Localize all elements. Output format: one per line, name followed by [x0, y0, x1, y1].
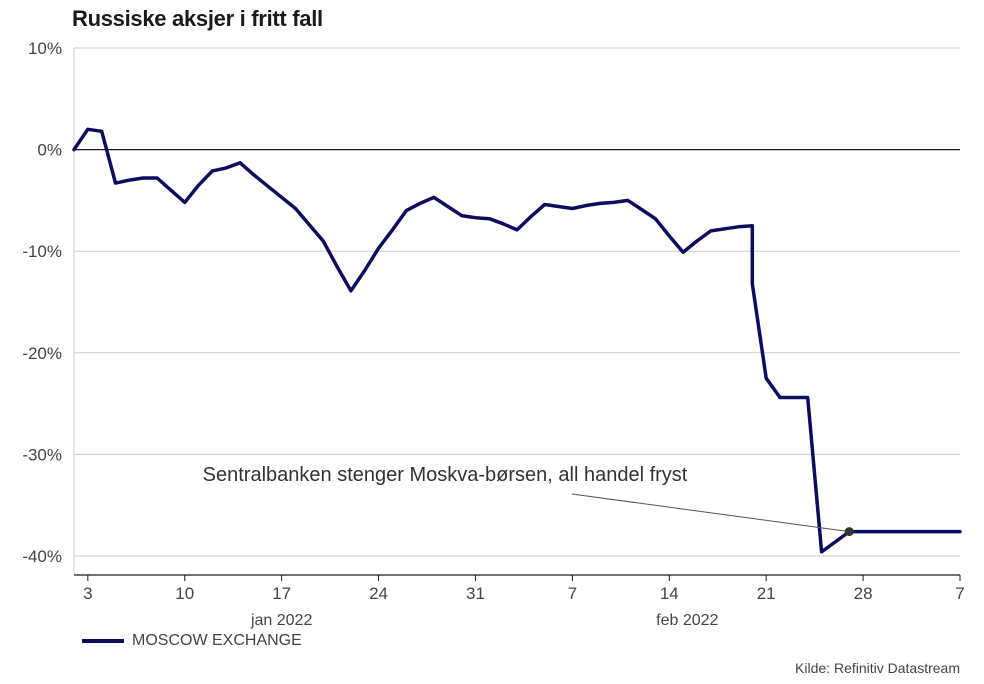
legend: MOSCOW EXCHANGE	[82, 632, 302, 650]
y-tick-label: -20%	[22, 344, 62, 363]
x-tick-label: 28	[854, 584, 873, 603]
x-tick-label: 21	[757, 584, 776, 603]
series-line	[72, 127, 962, 554]
x-tick-label: 7	[568, 584, 577, 603]
y-tick-label: 10%	[28, 39, 62, 58]
annotation-leader	[571, 493, 850, 533]
annotation-group: Sentralbanken stenger Moskva-børsen, all…	[203, 464, 854, 537]
chart-title: Russiske aksjer i fritt fall	[72, 6, 323, 31]
x-axis: 3 10 17 24 31 7 14 21 28 7 jan 2022 feb 2022	[74, 574, 965, 629]
y-tick-label: 0%	[37, 141, 62, 160]
legend-label: MOSCOW EXCHANGE	[132, 632, 302, 649]
x-tick-label: 10	[175, 584, 194, 603]
x-tick-label: 17	[272, 584, 291, 603]
x-tick-label: 14	[660, 584, 679, 603]
month-label: jan 2022	[250, 612, 312, 629]
month-label: feb 2022	[656, 612, 718, 629]
series-group	[72, 127, 962, 554]
y-axis-ticks: 10% 0% -10% -20% -30% -40%	[22, 39, 62, 566]
source-note: Kilde: Refinitiv Datastream	[795, 660, 960, 676]
grid-lines	[73, 47, 960, 575]
legend-swatch	[82, 639, 124, 643]
annotation-point	[844, 527, 854, 537]
y-tick-label: -10%	[22, 242, 62, 261]
annotation-text: Sentralbanken stenger Moskva-børsen, all…	[203, 464, 688, 486]
x-tick-label: 7	[955, 584, 964, 603]
x-tick-label: 31	[466, 584, 485, 603]
x-tick-label: 3	[83, 584, 92, 603]
y-tick-label: -40%	[22, 547, 62, 566]
y-tick-label: -30%	[22, 445, 62, 464]
x-tick-label: 24	[369, 584, 388, 603]
